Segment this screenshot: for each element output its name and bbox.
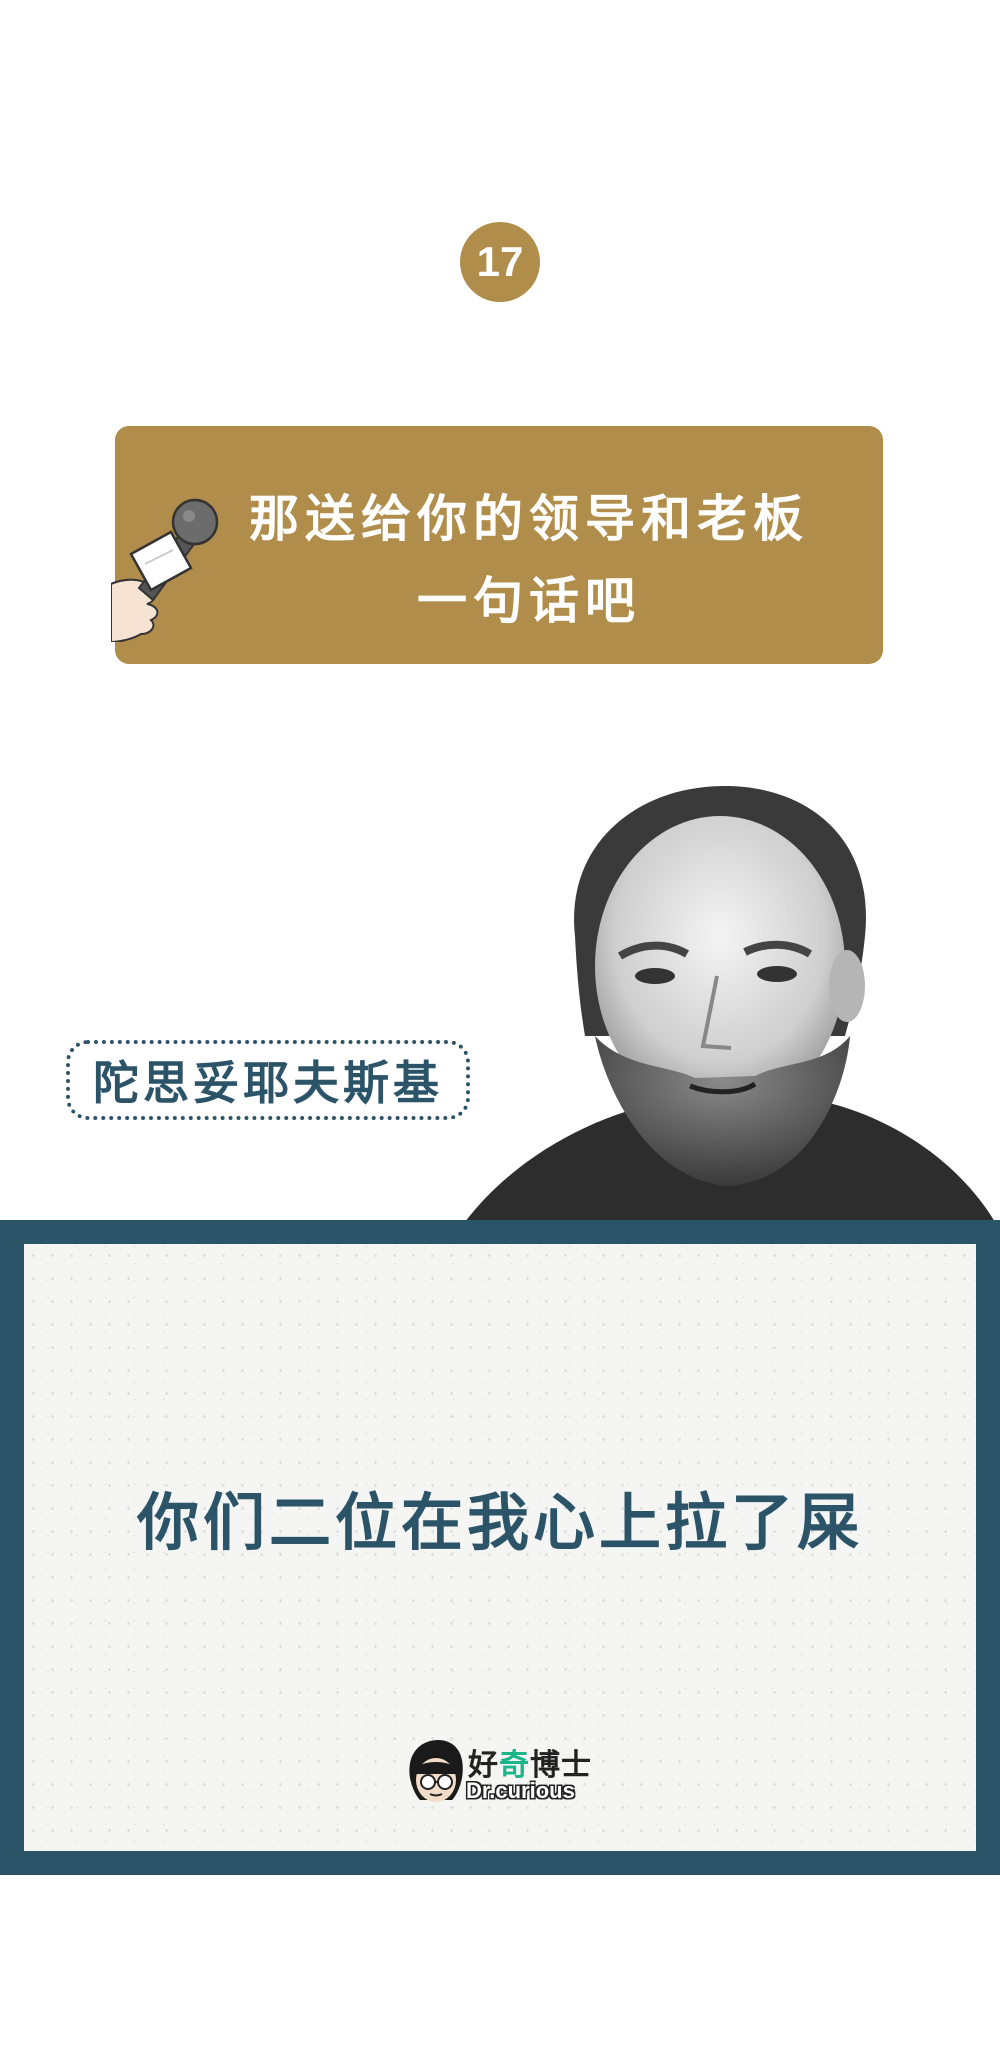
logo-face-icon (409, 1740, 463, 1802)
portrait-photo (465, 786, 995, 1222)
logo-cn-part1: 好 (468, 1748, 499, 1783)
brand-logo: 好奇博士 Dr.curious (404, 1734, 604, 1814)
quote-frame: 你们二位在我心上拉了屎 好奇博士 Dr.curious (0, 1220, 1000, 1875)
logo-cn-part3: 博士 (530, 1748, 592, 1783)
question-line-2: 一句话吧 (417, 572, 641, 630)
microphone-icon (111, 498, 219, 642)
question-number-badge: 17 (460, 222, 540, 302)
question-number: 17 (476, 238, 524, 285)
name-tag: 陀思妥耶夫斯基 (66, 1040, 470, 1120)
logo-en-text: Dr.curious (466, 1778, 575, 1803)
question-line-1: 那送给你的领导和老板 (249, 490, 809, 548)
question-box: 那送给你的领导和老板 一句话吧 (111, 426, 883, 664)
quote-text: 你们二位在我心上拉了屎 (136, 1486, 863, 1559)
logo-cn-text: 好奇博士 (468, 1740, 592, 1784)
person-name: 陀思妥耶夫斯基 (93, 1056, 443, 1110)
question-text: 那送给你的领导和老板 一句话吧 (215, 478, 843, 642)
logo-cn-part2: 奇 (499, 1748, 530, 1783)
quote-card: 你们二位在我心上拉了屎 好奇博士 Dr.curious (24, 1244, 976, 1851)
